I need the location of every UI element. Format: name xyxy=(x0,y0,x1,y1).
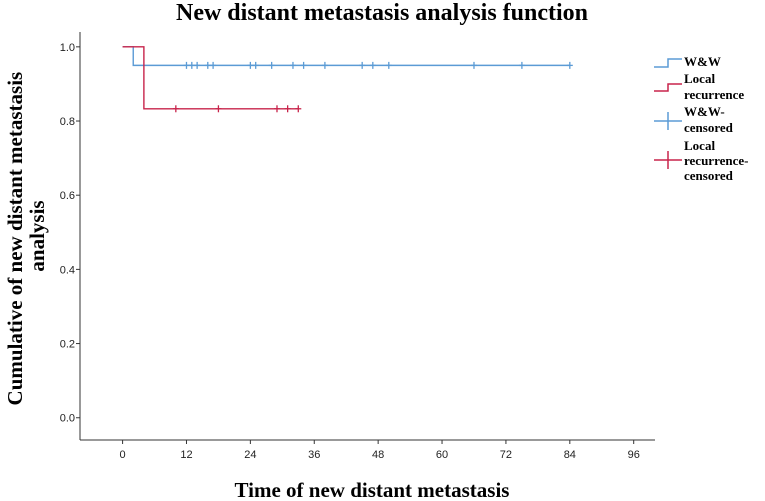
censor-mark-w-w xyxy=(300,61,307,69)
censor-mark-w-w xyxy=(210,61,217,69)
x-tick-label: 12 xyxy=(180,449,192,461)
censor-mark-local-recurrence xyxy=(273,105,280,113)
legend-item-ww-censored: W&W- censored xyxy=(654,104,734,135)
plot-area: 0 12 24 36 48 60 72 84 96 0.0 0.2 0.4 0.6 0.8 1.0 xyxy=(60,32,655,461)
legend-local-recurrence-label-line-1: Local xyxy=(684,71,715,86)
legend-ww-censored-label: W&W- censored xyxy=(684,104,734,135)
x-tick-label: 72 xyxy=(500,449,512,461)
legend-local-recurrence-label: Local recurrence xyxy=(684,71,744,102)
x-ticks: 0 12 24 36 48 60 72 84 96 xyxy=(120,440,640,461)
censor-mark-w-w xyxy=(369,61,376,69)
x-tick-label: 96 xyxy=(628,449,640,461)
x-tick-label: 24 xyxy=(244,449,256,461)
censor-mark-w-w xyxy=(194,61,201,69)
legend: W&W Local recurrence W&W- censored Local… xyxy=(654,54,752,183)
x-tick-label: 60 xyxy=(436,449,448,461)
legend-local-recurrence-censored-label-line-3: censored xyxy=(684,168,734,183)
x-tick-label: 48 xyxy=(372,449,384,461)
censor-mark-w-w xyxy=(321,61,328,69)
y-tick-label: 0.6 xyxy=(60,190,75,202)
censor-mark-w-w xyxy=(566,61,573,69)
legend-local-recurrence-step-icon xyxy=(654,83,682,92)
series-line-w-w xyxy=(122,46,570,67)
y-tick-label: 1.0 xyxy=(60,42,75,54)
legend-local-recurrence-censored-label-line-1: Local xyxy=(684,138,715,153)
censor-mark-w-w xyxy=(188,61,195,69)
censor-mark-local-recurrence xyxy=(295,105,302,113)
x-tick-label: 0 xyxy=(120,449,126,461)
y-tick-label: 0.2 xyxy=(60,339,75,351)
y-axis-title: Cumulative of new distant metastasis ana… xyxy=(3,67,49,406)
y-tick-label: 0.0 xyxy=(60,413,75,425)
censor-mark-w-w xyxy=(252,61,259,69)
censor-mark-local-recurrence xyxy=(172,105,179,113)
censor-mark-w-w xyxy=(247,61,254,69)
censor-mark-w-w xyxy=(204,61,211,69)
legend-ww-step-icon xyxy=(654,58,682,68)
legend-item-local-recurrence: Local recurrence xyxy=(654,71,744,102)
series-line-local-recurrence xyxy=(122,46,299,110)
legend-ww-label: W&W xyxy=(684,54,721,69)
y-tick-label: 0.8 xyxy=(60,116,75,128)
legend-item-ww: W&W xyxy=(654,54,721,69)
censor-mark-w-w xyxy=(470,61,477,69)
legend-local-recurrence-censored-label: Local recurrence- censored xyxy=(684,138,752,183)
censor-mark-w-w xyxy=(268,61,275,69)
x-tick-label: 84 xyxy=(564,449,576,461)
censor-mark-w-w xyxy=(359,61,366,69)
y-axis-title-line-1: Cumulative of new distant metastasis xyxy=(3,72,27,406)
censor-mark-local-recurrence xyxy=(215,105,222,113)
x-tick-label: 36 xyxy=(308,449,320,461)
x-axis-title: Time of new distant metastasis xyxy=(235,478,510,501)
series-layer xyxy=(122,46,573,113)
legend-local-recurrence-censored-label-line-2: recurrence- xyxy=(684,153,748,168)
legend-local-recurrence-label-line-2: recurrence xyxy=(684,87,744,102)
censor-mark-w-w xyxy=(518,61,525,69)
censor-mark-local-recurrence xyxy=(284,105,291,113)
y-ticks: 0.0 0.2 0.4 0.6 0.8 1.0 xyxy=(60,42,80,425)
legend-item-local-recurrence-censored: Local recurrence- censored xyxy=(654,138,752,183)
y-axis-title-line-2: analysis xyxy=(25,200,49,271)
y-tick-label: 0.4 xyxy=(60,264,75,276)
chart-title: New distant metastasis analysis function xyxy=(176,0,588,26)
legend-ww-censored-label-line-2: censored xyxy=(684,120,734,135)
censor-mark-w-w xyxy=(183,61,190,69)
censor-mark-w-w xyxy=(385,61,392,69)
legend-ww-censored-label-line-1: W&W- xyxy=(684,104,725,119)
censor-mark-w-w xyxy=(289,61,296,69)
